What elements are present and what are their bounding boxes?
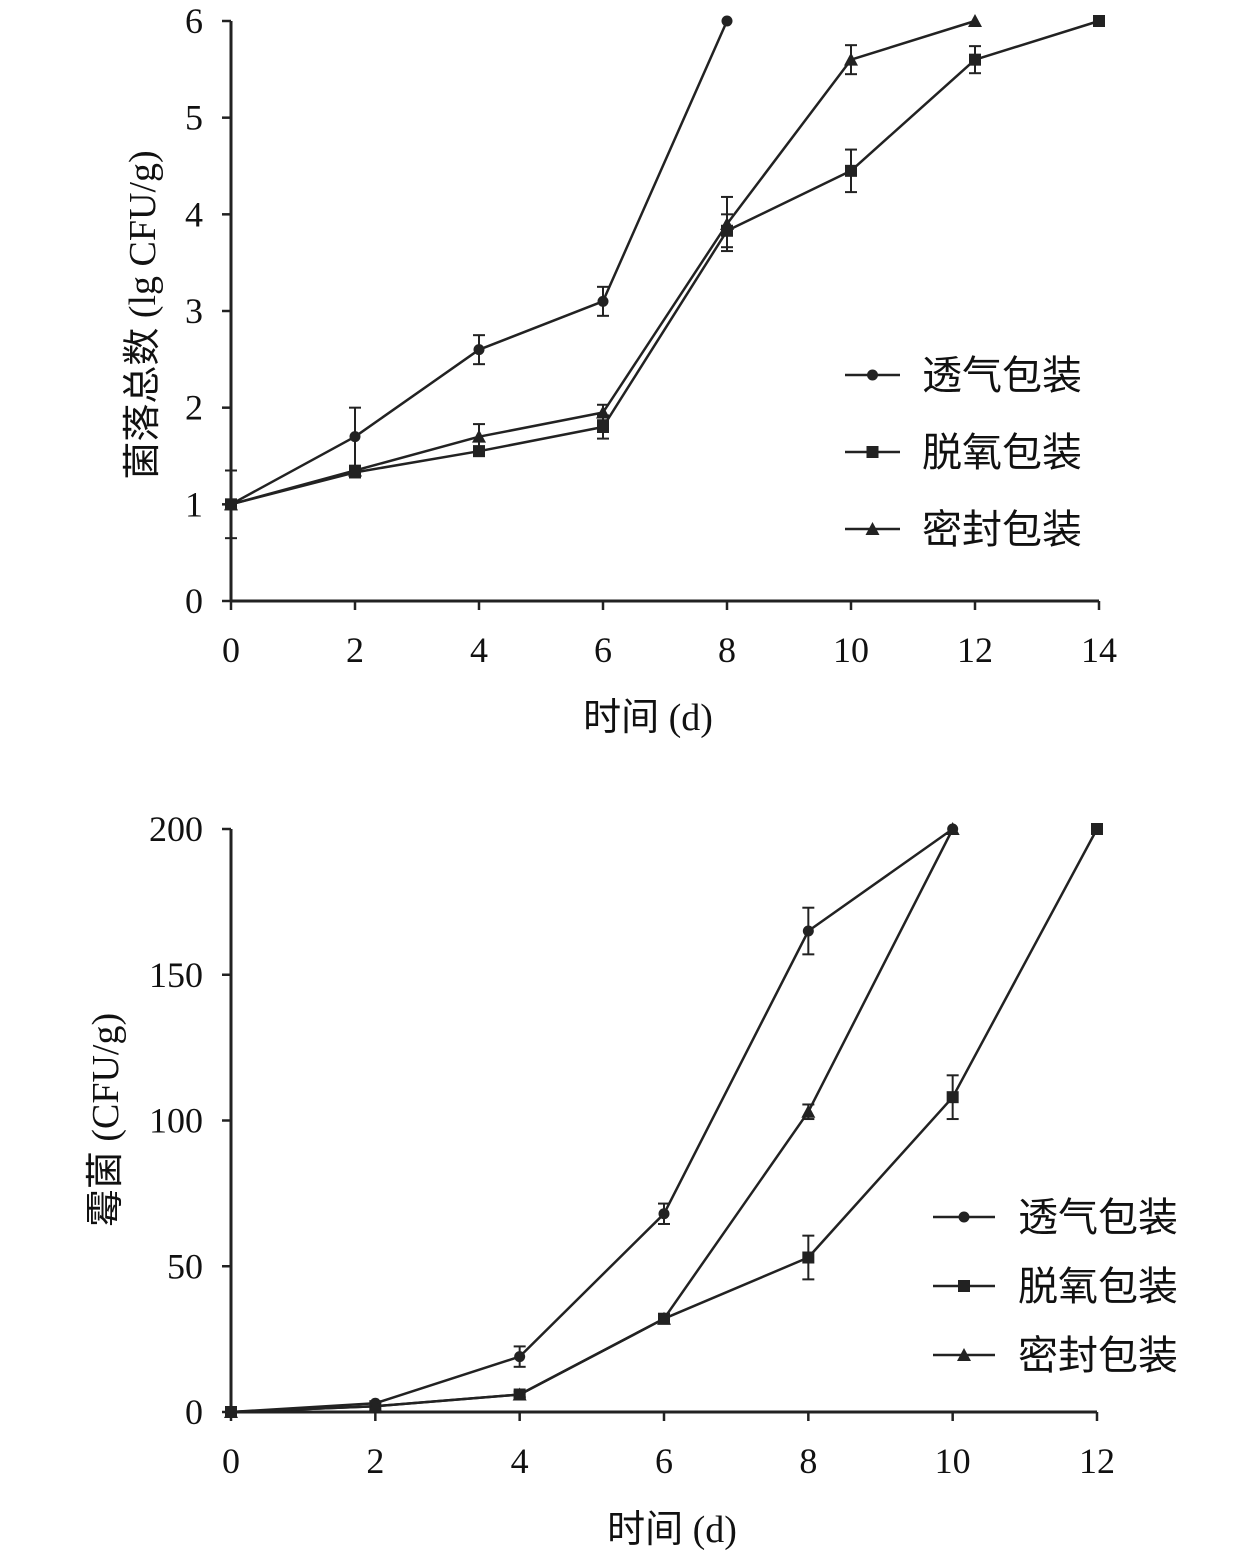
- data-point: [1093, 15, 1105, 27]
- legend-item: 脱氧包装: [845, 430, 1082, 475]
- data-point: [945, 822, 960, 835]
- legend-marker: [958, 1280, 970, 1292]
- series-triangle: [224, 14, 982, 511]
- x-tick-label: 0: [222, 1441, 240, 1481]
- legend-item: 透气包装: [933, 1195, 1178, 1240]
- x-tick-label: 14: [1081, 630, 1117, 670]
- x-tick-label: 6: [655, 1441, 673, 1481]
- data-point: [514, 1351, 526, 1363]
- x-axis-title: 时间 (d): [583, 697, 713, 739]
- data-point: [512, 1387, 527, 1401]
- legend-label: 密封包装: [922, 507, 1082, 552]
- y-tick-label: 150: [149, 955, 203, 995]
- x-tick-label: 4: [470, 630, 488, 670]
- series-circle: [225, 823, 959, 1418]
- x-tick-label: 2: [366, 1441, 384, 1481]
- legend-label: 脱氧包装: [922, 430, 1082, 475]
- series-square: [225, 823, 1103, 1418]
- data-point: [844, 52, 858, 66]
- y-axis-title: 菌落总数 (lg CFU/g): [122, 150, 164, 479]
- x-tick-label: 12: [1079, 1441, 1115, 1481]
- y-tick-label: 4: [185, 194, 203, 234]
- data-point: [802, 925, 814, 937]
- data-point: [1091, 823, 1103, 835]
- legend-item: 密封包装: [933, 1333, 1178, 1378]
- legend-label: 透气包装: [1018, 1195, 1178, 1240]
- legend-marker: [957, 1348, 971, 1361]
- legend-label: 密封包装: [1018, 1333, 1178, 1378]
- data-point: [801, 1104, 816, 1118]
- x-tick-label: 12: [957, 630, 993, 670]
- y-tick-label: 200: [149, 809, 203, 849]
- legend-label: 脱氧包装: [1018, 1264, 1178, 1309]
- series-line: [230, 19, 1100, 506]
- data-point: [658, 1208, 670, 1220]
- legend-item: 透气包装: [845, 353, 1082, 398]
- legend-marker: [866, 446, 879, 458]
- legend-marker: [865, 522, 880, 535]
- y-tick-label: 1: [185, 484, 203, 524]
- data-point: [969, 53, 981, 66]
- y-tick-label: 2: [185, 388, 203, 428]
- legend-label: 透气包装: [922, 353, 1082, 398]
- series-line: [230, 828, 954, 1414]
- data-point: [802, 1251, 815, 1264]
- data-point: [845, 164, 857, 177]
- series-line: [230, 827, 954, 1414]
- y-tick-label: 0: [185, 1392, 203, 1432]
- data-point: [721, 15, 733, 27]
- series-triangle: [224, 822, 960, 1418]
- x-tick-label: 10: [833, 630, 869, 670]
- legend-marker: [958, 1211, 970, 1223]
- y-tick-label: 100: [149, 1101, 203, 1141]
- y-tick-label: 0: [185, 581, 203, 621]
- y-tick-label: 6: [185, 1, 203, 41]
- y-tick-label: 50: [167, 1246, 203, 1286]
- data-point: [657, 1311, 671, 1325]
- y-tick-label: 5: [185, 98, 203, 138]
- data-point: [720, 217, 734, 230]
- x-tick-label: 8: [799, 1441, 817, 1481]
- legend-item: 脱氧包装: [933, 1264, 1178, 1309]
- x-tick-label: 4: [511, 1441, 529, 1481]
- data-point: [968, 14, 982, 27]
- x-tick-label: 0: [222, 630, 240, 670]
- data-point: [472, 429, 486, 443]
- legend-item: 密封包装: [845, 507, 1082, 552]
- x-tick-label: 2: [346, 630, 364, 670]
- data-point: [596, 405, 610, 419]
- series-circle: [225, 15, 733, 540]
- x-tick-label: 6: [594, 630, 612, 670]
- data-point: [473, 344, 485, 356]
- data-point: [348, 463, 362, 477]
- x-tick-label: 10: [935, 1441, 971, 1481]
- data-point: [946, 1091, 959, 1104]
- data-point: [224, 497, 238, 511]
- x-tick-label: 8: [718, 630, 736, 670]
- data-point: [349, 431, 361, 443]
- legend-marker: [867, 369, 878, 381]
- data-point: [597, 421, 609, 433]
- data-point: [473, 445, 485, 458]
- data-point: [597, 295, 609, 307]
- x-axis-title: 时间 (d): [607, 1509, 737, 1551]
- data-point: [368, 1399, 383, 1413]
- y-tick-label: 3: [185, 291, 203, 331]
- data-point: [224, 1405, 238, 1418]
- y-axis-title: 霉菌 (CFU/g): [85, 1013, 127, 1227]
